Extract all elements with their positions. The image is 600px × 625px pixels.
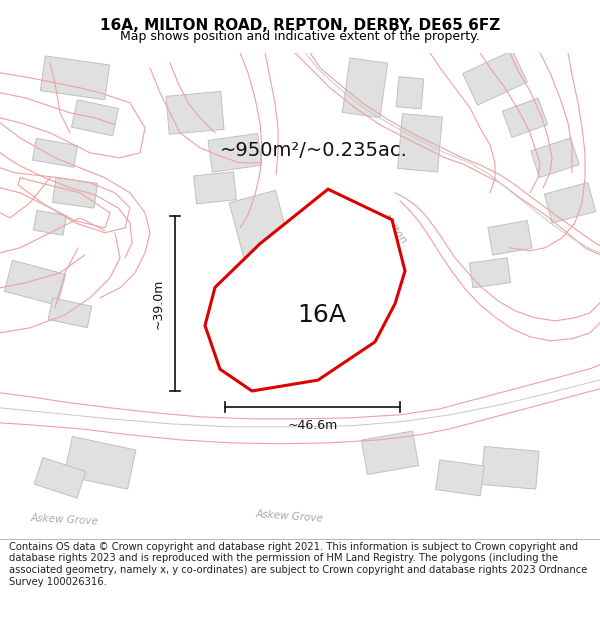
Polygon shape <box>34 211 67 235</box>
Polygon shape <box>469 258 511 288</box>
Polygon shape <box>166 91 224 134</box>
Polygon shape <box>208 134 262 172</box>
Polygon shape <box>398 114 442 172</box>
Polygon shape <box>34 458 86 498</box>
Polygon shape <box>300 234 340 282</box>
Polygon shape <box>343 58 388 118</box>
Polygon shape <box>205 189 405 391</box>
Text: Askew Grove: Askew Grove <box>256 509 324 524</box>
Polygon shape <box>4 260 66 306</box>
Text: 16A: 16A <box>298 302 347 327</box>
Polygon shape <box>194 172 236 204</box>
Text: ~39.0m: ~39.0m <box>152 279 165 329</box>
Polygon shape <box>463 51 527 105</box>
Polygon shape <box>52 177 98 208</box>
Polygon shape <box>502 98 548 138</box>
Polygon shape <box>361 431 419 474</box>
Text: Milton
Road: Milton Road <box>371 213 409 253</box>
Text: Map shows position and indicative extent of the property.: Map shows position and indicative extent… <box>120 30 480 43</box>
Text: 16A, MILTON ROAD, REPTON, DERBY, DE65 6FZ: 16A, MILTON ROAD, REPTON, DERBY, DE65 6F… <box>100 18 500 32</box>
Polygon shape <box>48 298 92 328</box>
Polygon shape <box>229 191 295 275</box>
Polygon shape <box>396 77 424 109</box>
Polygon shape <box>40 56 110 99</box>
Polygon shape <box>531 138 579 178</box>
Polygon shape <box>544 182 596 223</box>
Text: Askew Grove: Askew Grove <box>31 513 99 526</box>
Text: ~950m²/~0.235ac.: ~950m²/~0.235ac. <box>220 141 408 161</box>
Polygon shape <box>32 138 77 168</box>
Text: Contains OS data © Crown copyright and database right 2021. This information is : Contains OS data © Crown copyright and d… <box>9 542 587 587</box>
Polygon shape <box>71 100 118 136</box>
Polygon shape <box>481 446 539 489</box>
Polygon shape <box>436 460 484 496</box>
Polygon shape <box>488 221 532 255</box>
Text: ~46.6m: ~46.6m <box>287 419 338 432</box>
Polygon shape <box>64 436 136 489</box>
